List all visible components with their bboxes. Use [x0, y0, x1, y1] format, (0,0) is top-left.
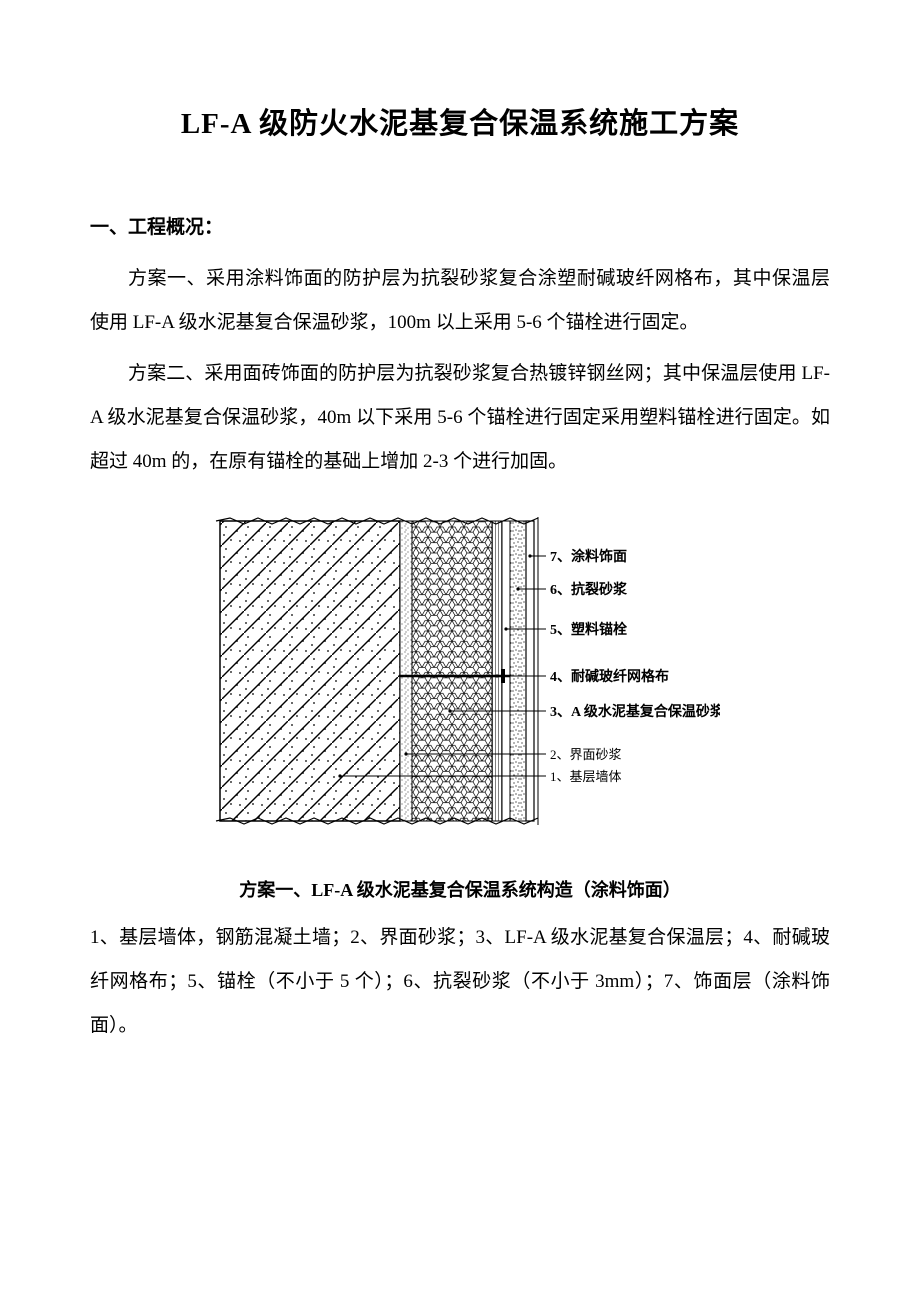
page-title: LF-A 级防火水泥基复合保温系统施工方案 — [90, 100, 830, 142]
diagram-container: 7、涂料饰面 6、抗裂砂浆 5、塑料锚栓 4、耐碱玻纤网格布 3、A 级水泥基复合保温砂… — [90, 501, 830, 856]
section-1-para-2: 方案二、采用面砖饰面的防护层为抗裂砂浆复合热镀锌钢丝网；其中保温层使用 LF-A… — [90, 352, 830, 483]
cross-section-diagram: 7、涂料饰面 6、抗裂砂浆 5、塑料锚栓 4、耐碱玻纤网格布 3、A 级水泥基复合保温砂… — [200, 501, 720, 851]
section-1-heading: 一、工程概况： — [90, 212, 830, 239]
svg-text:6、抗裂砂浆: 6、抗裂砂浆 — [550, 581, 628, 598]
svg-text:5、塑料锚栓: 5、塑料锚栓 — [550, 621, 627, 638]
diagram-legend: 1、基层墙体，钢筋混凝土墙；2、界面砂浆；3、LF-A 级水泥基复合保温层；4、… — [90, 916, 830, 1047]
svg-text:3、A 级水泥基复合保温砂浆: 3、A 级水泥基复合保温砂浆 — [550, 703, 720, 720]
svg-text:1、基层墙体: 1、基层墙体 — [550, 769, 622, 784]
diagram-caption: 方案一、LF-A 级水泥基复合保温系统构造（涂料饰面） — [90, 876, 830, 902]
svg-text:4、耐碱玻纤网格布: 4、耐碱玻纤网格布 — [550, 668, 669, 685]
section-1-para-1: 方案一、采用涂料饰面的防护层为抗裂砂浆复合涂塑耐碱玻纤网格布，其中保温层使用 L… — [90, 257, 830, 344]
svg-text:7、涂料饰面: 7、涂料饰面 — [550, 548, 627, 565]
svg-text:2、界面砂浆: 2、界面砂浆 — [550, 747, 622, 762]
